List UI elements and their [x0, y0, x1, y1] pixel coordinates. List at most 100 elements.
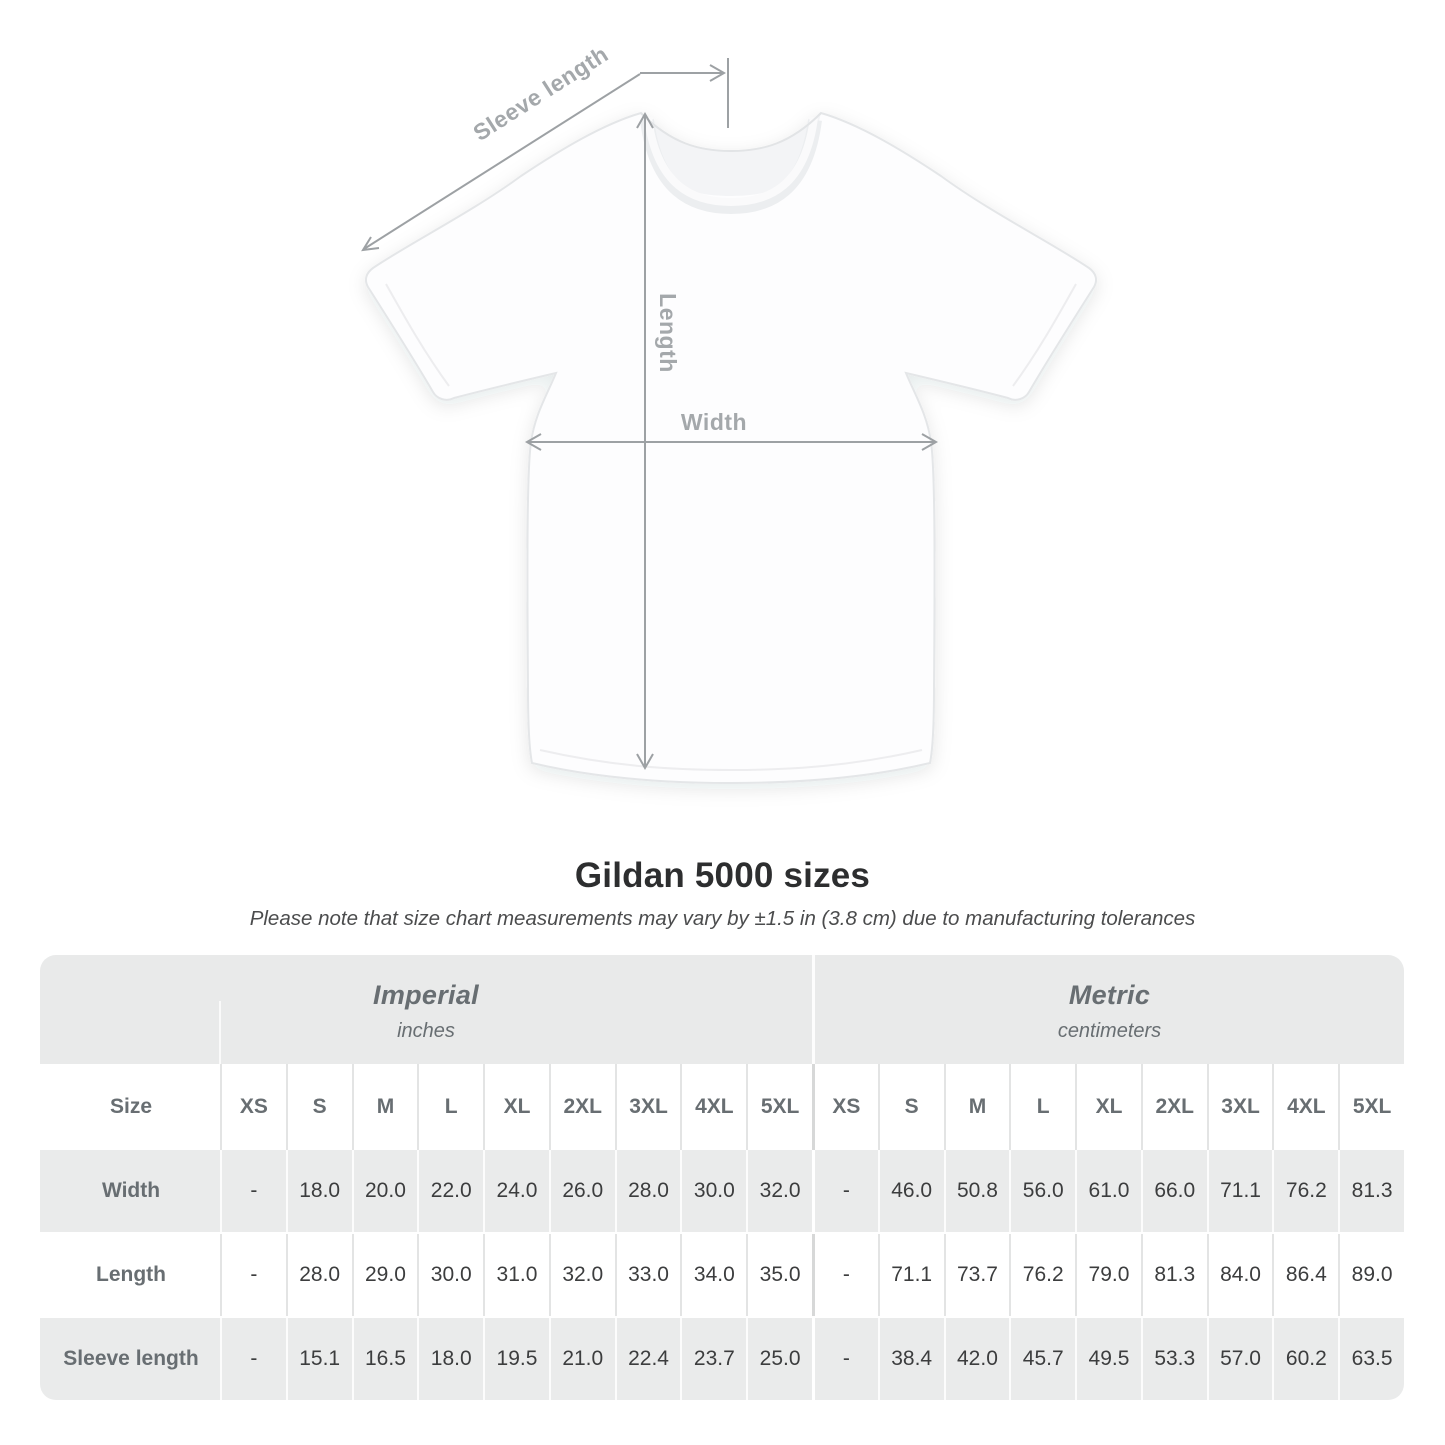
cell-text: 50.8 [957, 1179, 998, 1202]
value-cell-metric: 49.5 [1075, 1318, 1141, 1400]
value-cell-metric: 53.3 [1140, 1318, 1207, 1400]
value-cell-imperial: 15.1 [285, 1318, 352, 1400]
cell-text: L [444, 1095, 458, 1118]
value-cell-metric: 73.7 [943, 1234, 1010, 1316]
metric-header: Metric centimeters [812, 955, 1404, 1064]
cell-text: 33.0 [628, 1263, 669, 1286]
length-label: Length [655, 293, 681, 373]
cell-text: 56.0 [1022, 1179, 1064, 1202]
table-body: Width - 18.0 20.0 22.0 24.0 26.0 28.0 30.0 32.0 - 4… [40, 1150, 1404, 1400]
value-cell-imperial: 35.0 [746, 1234, 812, 1316]
cell-text: 63.5 [1351, 1347, 1393, 1370]
col-header-imperial-xs: XS [220, 1064, 286, 1150]
cell-text: 46.0 [891, 1179, 933, 1202]
cell-text: Size [109, 1095, 153, 1118]
value-cell-imperial: 16.5 [351, 1318, 418, 1400]
width-arrowhead-left [524, 433, 542, 451]
left-sleeve-seam [385, 283, 450, 387]
metric-subtitle: centimeters [1057, 1020, 1162, 1042]
cell-text: 18.0 [430, 1347, 472, 1370]
value-cell-metric: 86.4 [1272, 1234, 1338, 1316]
value-cell-imperial: - [220, 1234, 286, 1316]
page-title: Gildan 5000 sizes [574, 856, 871, 895]
bottom-hem-seam [539, 749, 923, 772]
table-row-length: Length - 28.0 29.0 30.0 31.0 32.0 33.0 34.0 35.0 -… [40, 1234, 1404, 1316]
col-header-metric-2xl: 2XL [1140, 1064, 1207, 1150]
value-cell-metric: 42.0 [943, 1318, 1010, 1400]
value-cell-metric: 57.0 [1206, 1318, 1273, 1400]
sleeve-arrowhead-right [709, 64, 727, 82]
value-cell-metric: 89.0 [1338, 1234, 1404, 1316]
cell-text: 4XL [1287, 1095, 1326, 1118]
measurement-arrows [361, 58, 939, 771]
cell-text: 32.0 [759, 1179, 801, 1202]
value-cell-metric: 76.2 [1009, 1234, 1075, 1316]
cell-text: 86.4 [1285, 1263, 1327, 1286]
cell-text: 28.0 [628, 1179, 669, 1202]
cell-text: M [376, 1095, 395, 1118]
tshirt-body [364, 111, 1098, 785]
cell-text: 15.1 [299, 1347, 341, 1370]
cell-text: - [250, 1179, 258, 1202]
length-arrowhead-bottom [636, 753, 654, 771]
tshirt-measurement-diagram: Sleeve length Length Width [361, 41, 1098, 785]
cell-text: 38.4 [891, 1347, 933, 1370]
cell-text: - [842, 1347, 850, 1370]
tshirt-illustration [364, 111, 1098, 785]
cell-text: L [1036, 1095, 1050, 1118]
col-header-imperial-4xl: 4XL [680, 1064, 746, 1150]
cell-text: 29.0 [365, 1263, 406, 1286]
cell-text: 60.2 [1285, 1347, 1327, 1370]
col-header-metric-xl: XL [1075, 1064, 1141, 1150]
cell-text: 81.3 [1351, 1179, 1393, 1202]
cell-text: 22.0 [430, 1179, 472, 1202]
value-cell-metric: - [812, 1234, 878, 1316]
cell-text: XS [832, 1095, 861, 1118]
size-column-header: Size [40, 1064, 220, 1150]
cell-text: 2XL [563, 1095, 603, 1118]
cell-text: - [250, 1347, 258, 1370]
value-cell-imperial: 24.0 [483, 1150, 549, 1232]
row-label: Sleeve length [40, 1318, 220, 1400]
imperial-subtitle: inches [397, 1020, 455, 1042]
cell-text: 26.0 [562, 1179, 604, 1202]
cell-text: 3XL [1221, 1095, 1260, 1118]
value-cell-imperial: 32.0 [548, 1234, 615, 1316]
value-cell-metric: 50.8 [943, 1150, 1010, 1232]
col-header-metric-m: M [943, 1064, 1010, 1150]
value-cell-metric: 56.0 [1009, 1150, 1075, 1232]
value-cell-metric: 79.0 [1075, 1234, 1141, 1316]
value-cell-metric: 45.7 [1009, 1318, 1075, 1400]
cell-text: 81.3 [1154, 1263, 1196, 1286]
cell-text: 45.7 [1022, 1347, 1064, 1370]
value-cell-imperial: 18.0 [417, 1318, 483, 1400]
cell-text: 30.0 [693, 1179, 735, 1202]
cell-text: 4XL [695, 1095, 734, 1118]
value-cell-imperial: - [220, 1318, 286, 1400]
value-cell-imperial: 29.0 [351, 1234, 418, 1316]
cell-text: XL [503, 1095, 531, 1118]
sleeve-arrowhead [361, 236, 380, 252]
cell-text: S [312, 1095, 327, 1118]
cell-text: XS [239, 1095, 268, 1118]
col-header-metric-5xl: 5XL [1338, 1064, 1404, 1150]
collar-opening [641, 113, 821, 196]
cell-text: 21.0 [562, 1347, 604, 1370]
value-cell-metric: 66.0 [1140, 1150, 1207, 1232]
value-cell-imperial: 30.0 [680, 1150, 746, 1232]
tolerance-note: Please note that size chart measurements… [249, 907, 1196, 930]
value-cell-metric: 81.3 [1140, 1234, 1207, 1316]
cell-text: 16.5 [365, 1347, 406, 1370]
cell-text: 2XL [1155, 1095, 1195, 1118]
sleeve-arrow-diagonal [363, 73, 641, 250]
value-cell-imperial: 31.0 [483, 1234, 549, 1316]
size-table: Imperial inches Metric centimeters Size X… [40, 955, 1404, 1400]
col-header-metric-s: S [877, 1064, 944, 1150]
value-cell-imperial: 26.0 [548, 1150, 615, 1232]
value-cell-imperial: 19.5 [483, 1318, 549, 1400]
value-cell-imperial: 33.0 [614, 1234, 681, 1316]
width-label: Width [681, 409, 747, 435]
row-label: Length [40, 1234, 220, 1316]
cell-text: - [842, 1179, 850, 1202]
